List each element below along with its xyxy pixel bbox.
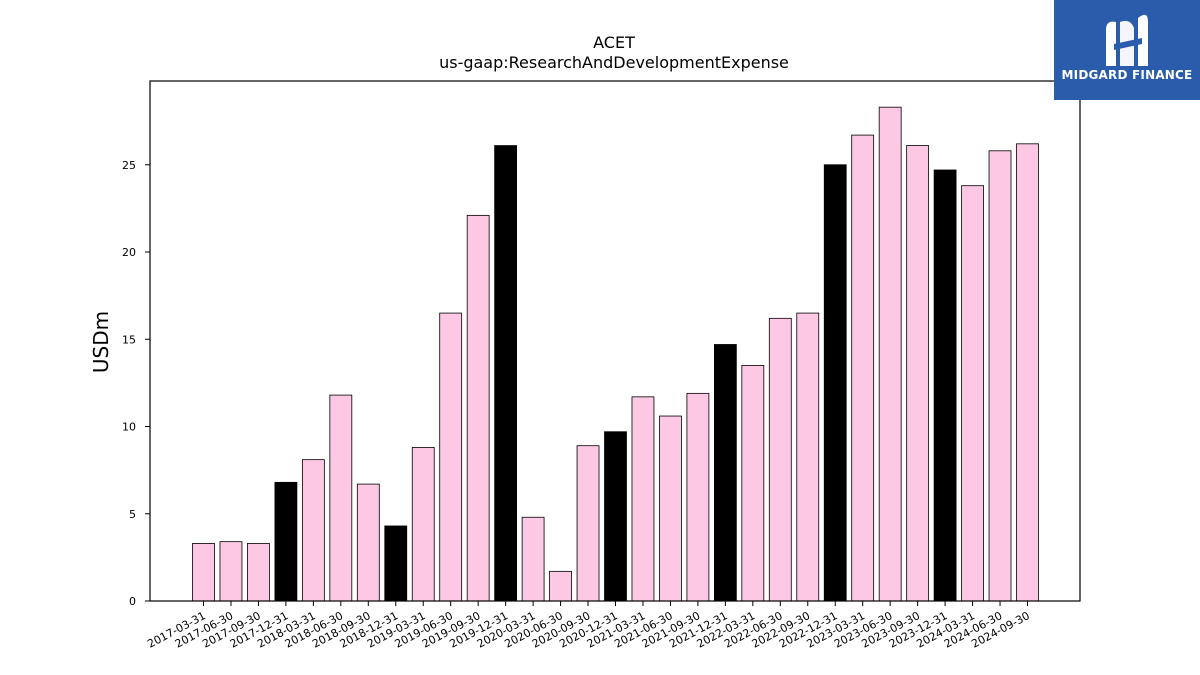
y-tick-label: 25 [122, 159, 136, 172]
bar-2017-12-31 [274, 481, 298, 602]
bar-2017-09-30 [247, 543, 270, 602]
bar-2024-03-31 [961, 185, 984, 602]
bar-2017-03-31 [192, 543, 215, 602]
y-axis-ticks: 0 5 10 15 20 25 [122, 159, 150, 608]
bar-2020-12-31 [604, 431, 627, 602]
bar-2018-12-31 [384, 525, 408, 602]
bar-2022-09-30 [796, 312, 820, 602]
bar-2023-12-31 [933, 169, 957, 602]
bar-2021-12-31 [713, 344, 737, 602]
bar-2018-06-30 [329, 394, 353, 602]
chart-title: ACET [593, 33, 635, 52]
bar-2017-06-30 [219, 541, 243, 602]
y-axis-label: USDm [89, 311, 113, 373]
y-tick-label: 20 [122, 246, 136, 259]
y-tick-label: 5 [129, 508, 136, 521]
bar-2019-12-31 [494, 145, 518, 602]
y-tick-label: 15 [122, 333, 136, 346]
bar-2020-09-30 [576, 445, 600, 602]
brand-logo: MIDGARD FINANCE [1054, 0, 1200, 100]
bar-2020-03-31 [521, 516, 545, 602]
bar-2022-06-30 [768, 317, 792, 602]
y-tick-label: 10 [122, 421, 136, 434]
bar-2018-09-30 [356, 483, 380, 602]
chart-subtitle: us-gaap:ResearchAndDevelopmentExpense [439, 53, 789, 72]
bar-2021-09-30 [686, 392, 710, 602]
bar-2023-09-30 [906, 145, 930, 602]
bar-2023-06-30 [878, 106, 902, 602]
bar-2019-06-30 [439, 312, 463, 602]
bar-2019-03-31 [411, 447, 435, 602]
bar-2024-09-30 [1016, 143, 1039, 602]
bar-2022-12-31 [823, 164, 847, 602]
bar-2020-06-30 [549, 570, 572, 602]
logo-text: MIDGARD FINANCE [1061, 68, 1193, 82]
bar-2022-03-31 [741, 365, 765, 602]
bars-group [192, 106, 1039, 602]
bar-2023-03-31 [851, 134, 875, 602]
bar-2018-03-31 [301, 459, 325, 602]
bar-2021-03-31 [631, 396, 655, 602]
bar-2021-06-30 [659, 415, 682, 602]
y-tick-label: 0 [129, 595, 136, 608]
bar-2024-06-30 [988, 150, 1012, 602]
plot-frame [149, 80, 1081, 602]
bar-2019-09-30 [466, 214, 490, 602]
x-axis-ticks: 2017-03-312017-06-302017-09-302017-12-31… [145, 601, 1032, 651]
midgard-logo-icon [1106, 14, 1148, 67]
